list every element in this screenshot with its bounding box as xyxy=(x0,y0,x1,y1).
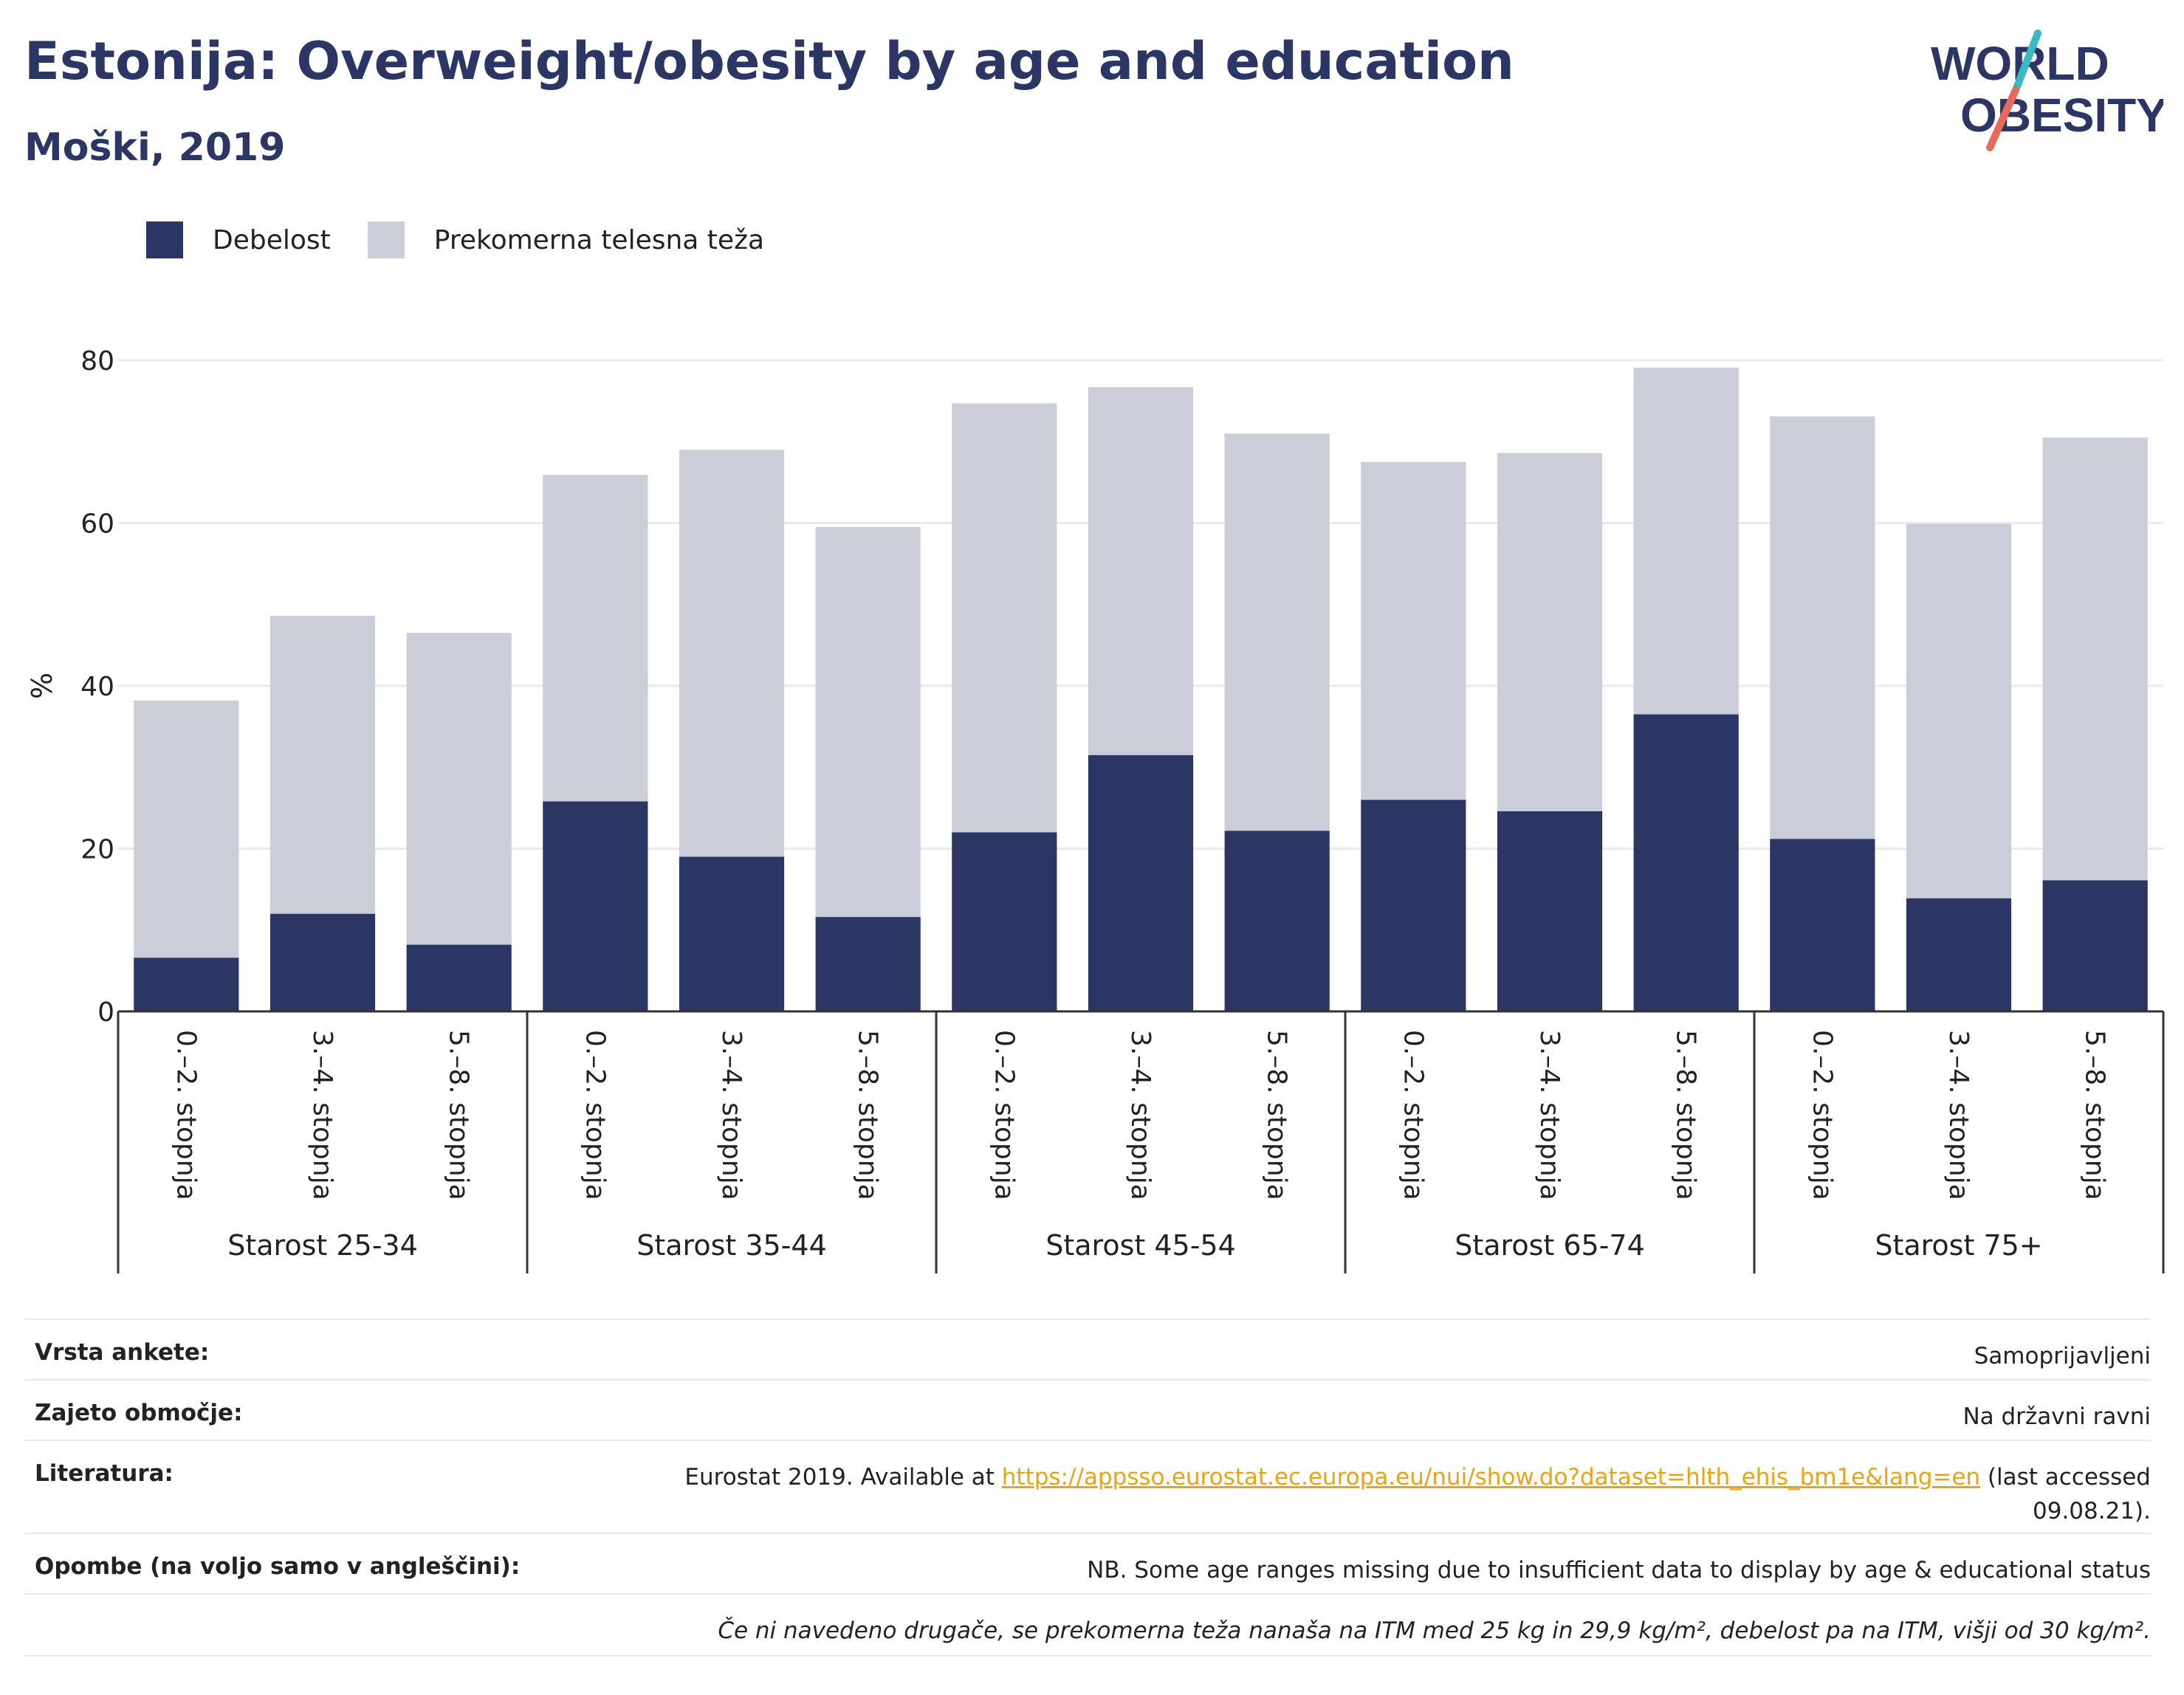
x-tick-label: 3.–4. stopnja xyxy=(1943,1030,1974,1200)
info-notes-value: NB. Some age ranges missing due to insuf… xyxy=(1087,1557,2151,1584)
info-reference-value: Eurostat 2019. Available at https://apps… xyxy=(684,1460,2151,1528)
y-tick-label: 60 xyxy=(80,509,114,540)
x-tick-label: 5.–8. stopnja xyxy=(2080,1030,2110,1200)
bar-overweight xyxy=(679,450,785,857)
bar-obesity xyxy=(952,832,1057,1011)
bar-overweight xyxy=(952,403,1057,833)
info-coverage-value: Na državni ravni xyxy=(1962,1403,2151,1430)
x-tick-label: 0.–2. stopnja xyxy=(171,1030,201,1200)
bar-overweight xyxy=(1633,367,1739,715)
reference-date: 09.08.21). xyxy=(2033,1498,2151,1524)
bar-overweight xyxy=(1088,387,1194,755)
y-tick-label: 0 xyxy=(97,997,114,1028)
bar-obesity xyxy=(269,913,376,1011)
bar-overweight xyxy=(2042,437,2148,881)
group-label: Starost 45-54 xyxy=(1045,1229,1236,1262)
x-tick-label: 0.–2. stopnja xyxy=(580,1030,610,1200)
x-tick-label: 5.–8. stopnja xyxy=(1262,1030,1292,1200)
info-reference-label: Literatura: xyxy=(35,1460,174,1487)
bar-obesity xyxy=(1224,831,1330,1011)
bar-obesity xyxy=(2042,880,2148,1011)
stacked-bar-chart: 0 20 40 60 80% 0.–2. stopnja 3.–4. stopnja 5.–8… xyxy=(26,346,2165,1273)
logo-text-obesity: OBESITY xyxy=(1960,89,2163,142)
info-row-survey: Vrsta ankete: Samoprijavljeni xyxy=(24,1318,2151,1381)
bar-overweight xyxy=(1906,523,2012,898)
bar-overweight xyxy=(543,475,648,802)
x-tick-label: 0.–2. stopnja xyxy=(1398,1030,1428,1200)
info-survey-label: Vrsta ankete: xyxy=(35,1339,210,1366)
bar-obesity xyxy=(406,944,512,1011)
chart-legend: Debelost Prekomerna telesna teža xyxy=(146,218,801,262)
bar-overweight xyxy=(406,633,512,945)
info-notes-label: Opombe (na voljo samo v angleščini): xyxy=(35,1553,521,1580)
bar-obesity xyxy=(134,957,239,1011)
bar-obesity xyxy=(815,917,921,1011)
info-row-notes: Opombe (na voljo samo v angleščini): NB.… xyxy=(24,1533,2151,1595)
x-tick-label: 5.–8. stopnja xyxy=(444,1030,474,1200)
x-tick-label: 3.–4. stopnja xyxy=(1125,1030,1155,1200)
bar-overweight xyxy=(1224,433,1330,831)
x-tick-label: 5.–8. stopnja xyxy=(853,1030,883,1200)
group-label: Starost 65-74 xyxy=(1455,1229,1645,1262)
info-row-coverage: Zajeto območje: Na državni ravni xyxy=(24,1379,2151,1441)
reference-suffix: (last accessed xyxy=(1980,1464,2151,1491)
bar-overweight xyxy=(815,527,921,918)
x-tick-label: 3.–4. stopnja xyxy=(307,1030,337,1200)
info-definition: Če ni navedeno drugače, se prekomerna te… xyxy=(718,1617,2151,1644)
logo-slash-teal xyxy=(2012,30,2042,94)
bar-overweight xyxy=(269,616,376,914)
y-tick-label: 80 xyxy=(80,346,114,377)
legend-swatch-obesity xyxy=(146,221,183,258)
legend-item-obesity[interactable]: Debelost xyxy=(146,221,331,258)
bar-obesity xyxy=(543,801,648,1011)
chart-subtitle: Moški, 2019 xyxy=(24,126,286,170)
y-axis-label: % xyxy=(26,673,58,699)
reference-link[interactable]: https://appsso.eurostat.ec.europa.eu/nui… xyxy=(1001,1464,1981,1491)
legend-label-obesity: Debelost xyxy=(213,224,331,255)
info-coverage-label: Zajeto območje: xyxy=(35,1400,243,1426)
x-tick-label: 3.–4. stopnja xyxy=(1534,1030,1565,1200)
legend-swatch-overweight xyxy=(367,221,405,258)
bar-overweight xyxy=(1361,461,1466,800)
info-survey-value: Samoprijavljeni xyxy=(1974,1343,2151,1369)
group-label: Starost 75+ xyxy=(1875,1229,2042,1262)
group-label: Starost 35-44 xyxy=(636,1229,827,1262)
reference-prefix: Eurostat 2019. Available at xyxy=(684,1464,1002,1491)
info-row-definition: Če ni navedeno drugače, se prekomerna te… xyxy=(24,1593,2151,1657)
bar-obesity xyxy=(1088,754,1194,1011)
bar-overweight xyxy=(1770,416,1875,839)
x-tick-label: 3.–4. stopnja xyxy=(716,1030,746,1200)
bar-obesity xyxy=(1361,800,1466,1011)
bar-overweight xyxy=(1497,453,1603,811)
info-row-reference: Literatura: Eurostat 2019. Available at … xyxy=(24,1440,2151,1534)
logo-slash-coral xyxy=(1986,86,2019,151)
chart-title: Estonija: Overweight/obesity by age and … xyxy=(24,31,1514,92)
world-obesity-logo: WORLD OBESITY xyxy=(1931,30,2163,151)
group-label: Starost 25-34 xyxy=(227,1229,418,1262)
x-tick-label: 5.–8. stopnja xyxy=(1671,1030,1701,1200)
bar-obesity xyxy=(1770,839,1875,1011)
bar-obesity xyxy=(679,856,785,1011)
x-tick-label: 0.–2. stopnja xyxy=(1807,1030,1837,1200)
y-tick-label: 40 xyxy=(80,672,114,702)
y-tick-label: 20 xyxy=(80,835,114,865)
bar-overweight xyxy=(134,700,239,958)
x-tick-label: 0.–2. stopnja xyxy=(989,1030,1019,1200)
bar-obesity xyxy=(1633,714,1739,1011)
bar-obesity xyxy=(1497,811,1603,1011)
legend-item-overweight[interactable]: Prekomerna telesna teža xyxy=(367,221,765,258)
bar-obesity xyxy=(1906,898,2012,1011)
legend-label-overweight: Prekomerna telesna teža xyxy=(433,224,765,255)
